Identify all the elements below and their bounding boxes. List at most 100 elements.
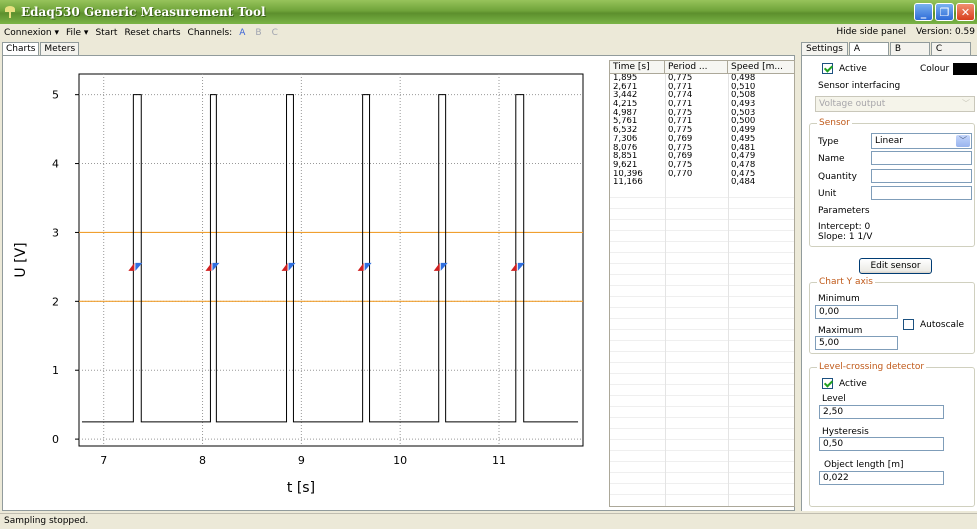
- empty-row: [610, 429, 794, 440]
- empty-row: [610, 209, 794, 220]
- chart-y-axis-title: Chart Y axis: [817, 277, 875, 287]
- active-checkbox[interactable]: [822, 63, 833, 74]
- table-row[interactable]: 8,851 0,769 0,479: [610, 152, 794, 161]
- empty-row: [610, 187, 794, 198]
- main-tabs: Charts Meters: [2, 42, 80, 56]
- minimum-field[interactable]: 0,00: [815, 305, 898, 319]
- period-cell: [665, 178, 728, 187]
- x-tick-label: 10: [393, 454, 407, 467]
- table-row[interactable]: 10,396 0,770 0,475: [610, 170, 794, 179]
- time-cell: 7,306: [613, 134, 638, 144]
- table-body: 1,895 0,775 0,498 2,671 0,771 0,510 3,442 0,774…: [610, 74, 794, 506]
- rising-marker: [128, 262, 135, 271]
- table-row[interactable]: 9,621 0,775 0,478: [610, 161, 794, 170]
- y-tick-label: 1: [52, 364, 59, 377]
- chart-y-axis-group: Chart Y axis: [809, 277, 975, 354]
- table-row[interactable]: 11,166 0,484: [610, 178, 794, 187]
- speed-cell: 0,478: [731, 160, 756, 170]
- tab-channel-b[interactable]: B: [889, 42, 930, 55]
- start-button[interactable]: Start: [95, 27, 118, 38]
- type-label: Type: [818, 137, 839, 147]
- sensor-group-title: Sensor: [817, 118, 852, 128]
- channel-a-toggle[interactable]: A: [239, 27, 246, 38]
- unit-field[interactable]: [871, 186, 972, 200]
- colour-swatch[interactable]: [953, 63, 977, 75]
- speed-cell: 0,479: [731, 152, 756, 161]
- name-field[interactable]: [871, 151, 972, 165]
- empty-row: [610, 385, 794, 396]
- table-row[interactable]: 3,442 0,774 0,508: [610, 91, 794, 100]
- plot-area: [78, 73, 584, 447]
- empty-row: [610, 330, 794, 341]
- object-length-field[interactable]: 0,022: [819, 471, 944, 485]
- empty-row: [610, 396, 794, 407]
- close-button[interactable]: ✕: [956, 3, 975, 21]
- table-row[interactable]: 4,987 0,775 0,503: [610, 109, 794, 118]
- type-select[interactable]: Linear ﹀: [871, 133, 972, 149]
- speed-cell: 0,493: [731, 100, 756, 109]
- reset-charts-button[interactable]: Reset charts: [124, 27, 181, 38]
- tab-charts[interactable]: Charts: [2, 42, 40, 56]
- level-crossing-group: Level-crossing detector: [809, 362, 975, 507]
- speed-cell: 0,508: [731, 91, 756, 101]
- chevron-down-icon[interactable]: ﹀: [956, 135, 970, 147]
- table-row[interactable]: 1,895 0,775 0,498: [610, 74, 794, 83]
- table-row[interactable]: 2,671 0,771 0,510: [610, 83, 794, 92]
- table-row[interactable]: 5,761 0,771 0,500: [610, 117, 794, 126]
- level-crossing-title: Level-crossing detector: [817, 362, 927, 372]
- table-row[interactable]: 4,215 0,771 0,493: [610, 100, 794, 109]
- autoscale-checkbox[interactable]: [903, 319, 914, 330]
- rising-marker: [510, 262, 517, 271]
- table-row[interactable]: 6,532 0,775 0,499: [610, 126, 794, 135]
- table-row[interactable]: 8,076 0,775 0,481: [610, 144, 794, 153]
- empty-row: [610, 484, 794, 495]
- rising-marker: [205, 262, 212, 271]
- column-header-speed[interactable]: Speed [m...: [731, 62, 783, 72]
- tab-channel-c[interactable]: C: [930, 42, 971, 55]
- menu-connexion[interactable]: Connexion ▾: [4, 27, 59, 38]
- tab-channel-a[interactable]: A: [848, 42, 889, 56]
- level-active-checkbox[interactable]: [822, 378, 833, 389]
- tab-settings[interactable]: Settings: [801, 42, 848, 55]
- x-tick-label: 9: [298, 454, 305, 467]
- window-title: Edaq530 Generic Measurement Tool: [21, 5, 266, 19]
- menu-file[interactable]: File ▾: [66, 27, 89, 38]
- object-length-label: Object length [m]: [824, 460, 904, 470]
- channel-c-toggle[interactable]: C: [271, 27, 278, 38]
- channel-b-toggle[interactable]: B: [255, 27, 262, 38]
- hysteresis-field[interactable]: 0,50: [819, 437, 944, 451]
- table-row[interactable]: 7,306 0,769 0,495: [610, 135, 794, 144]
- x-axis-label: t [s]: [287, 480, 315, 496]
- side-tabs: Settings A B C: [801, 42, 972, 56]
- level-field[interactable]: 2,50: [819, 405, 944, 419]
- side-panel: Active Colour Sensor interfacing Voltage…: [801, 55, 977, 511]
- charts-pane: 7 8 9 10 11 0 1 2 3 4 5 t [s] U [V] Time [s] Period …: [2, 55, 795, 511]
- column-header-time[interactable]: Time [s]: [610, 61, 665, 73]
- maximize-button[interactable]: ❐: [935, 3, 954, 21]
- time-cell: 3,442: [613, 91, 638, 101]
- tab-meters[interactable]: Meters: [40, 42, 80, 55]
- period-cell: 0,774: [668, 91, 693, 101]
- period-cell: 0,775: [668, 126, 693, 135]
- sensor-interfacing-value: Voltage output: [819, 99, 886, 109]
- empty-row: [610, 242, 794, 253]
- parameters-label: Parameters: [818, 206, 870, 216]
- period-cell: 0,771: [668, 117, 693, 127]
- minimize-button[interactable]: _: [914, 3, 933, 21]
- status-bar: Sampling stopped.: [0, 513, 977, 529]
- y-tick-label: 3: [52, 226, 59, 239]
- maximum-field[interactable]: 5,00: [815, 336, 898, 350]
- edit-sensor-button[interactable]: Edit sensor: [859, 258, 932, 274]
- empty-row: [610, 253, 794, 264]
- quantity-field[interactable]: [871, 169, 972, 183]
- y-axis-label: U [V]: [13, 242, 29, 277]
- empty-row: [610, 286, 794, 297]
- type-value: Linear: [875, 136, 903, 146]
- hide-side-panel-button[interactable]: Hide side panel: [836, 27, 906, 37]
- column-header-period[interactable]: Period ...: [665, 61, 728, 73]
- speed-cell: 0,495: [731, 134, 756, 144]
- empty-row: [610, 440, 794, 451]
- period-cell: 0,775: [668, 74, 693, 83]
- unit-label: Unit: [818, 189, 837, 199]
- x-tick-label: 8: [199, 454, 206, 467]
